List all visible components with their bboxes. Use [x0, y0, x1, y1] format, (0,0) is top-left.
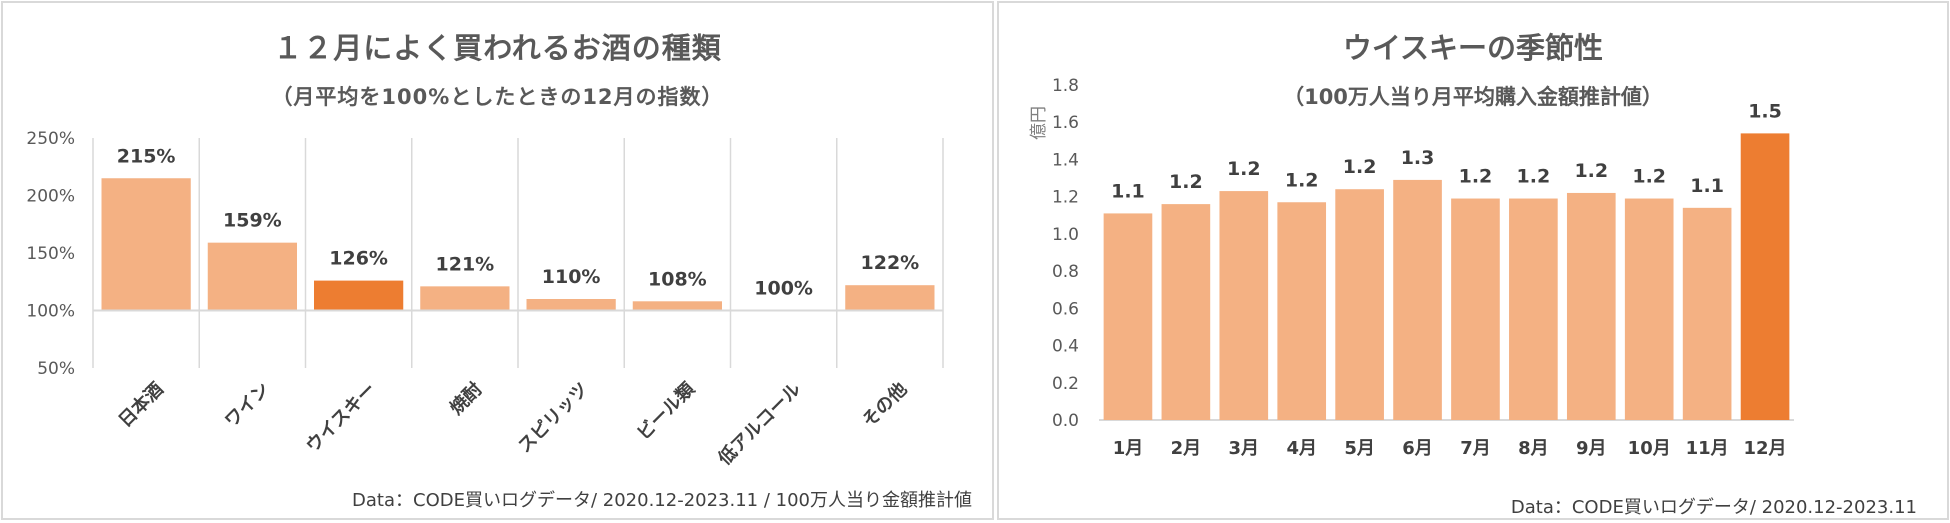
data-label: 1.2 — [1343, 156, 1377, 178]
bar — [1393, 179, 1442, 420]
data-label: 159% — [223, 210, 282, 232]
y-tick-label: 1.4 — [1052, 150, 1079, 170]
chart-panel-monthly: ウイスキーの季節性 （100万人当り月平均購入金額推計値） 0.0 0.2 0.4 0… — [997, 1, 1949, 520]
data-label: 1.5 — [1748, 100, 1782, 122]
bar — [314, 280, 404, 311]
data-label: 1.3 — [1401, 147, 1435, 169]
category-label: ビール類 — [633, 378, 699, 444]
data-label: 1.2 — [1632, 166, 1666, 188]
category-label: 10月 — [1628, 438, 1671, 459]
data-label: 215% — [117, 145, 176, 167]
bar — [526, 299, 616, 311]
bar — [1566, 192, 1616, 420]
category-label: その他 — [858, 378, 912, 432]
category-label: 4月 — [1286, 438, 1317, 459]
bar — [1624, 198, 1674, 420]
data-label: 1.1 — [1690, 175, 1724, 197]
y-tick-label: 100% — [26, 302, 75, 322]
data-label: 110% — [542, 266, 601, 288]
data-label: 1.2 — [1169, 171, 1203, 193]
data-source-note: Data：CODE買いログデータ/ 2020.12-2023.11 — [1510, 497, 1917, 518]
y-tick-label: 1.8 — [1052, 76, 1079, 96]
category-label: 6月 — [1402, 438, 1433, 459]
monthly-bar-chart: 0.0 0.2 0.4 0.6 0.8 1.0 1.2 1.4 1.6 1.8億円 1.1 1月 1.2… — [1029, 76, 1794, 459]
category-label: 1月 — [1113, 438, 1144, 459]
bar — [1509, 198, 1558, 420]
y-tick-label: 1.2 — [1052, 188, 1079, 208]
bar — [1219, 191, 1269, 420]
data-label: 122% — [861, 252, 920, 274]
y-tick-label: 0.0 — [1052, 411, 1079, 431]
category-label: 低アルコール — [713, 378, 805, 470]
category-label: 焼酎 — [445, 378, 486, 419]
data-label: 1.2 — [1285, 169, 1319, 191]
y-tick-label: 0.8 — [1052, 262, 1079, 282]
chart-title: １２月によく買われるお酒の種類 — [273, 31, 722, 65]
data-source-note: Data：CODE買いログデータ/ 2020.12-2023.11 / 100万… — [352, 490, 972, 511]
data-label: 1.1 — [1111, 180, 1145, 202]
data-label: 1.2 — [1574, 160, 1608, 182]
chart-subtitle: （月平均を100%としたときの12月の指数） — [271, 85, 724, 109]
data-label: 1.2 — [1227, 158, 1261, 180]
y-tick-label: 0.4 — [1052, 337, 1079, 357]
y-tick-label: 200% — [26, 187, 75, 207]
bar — [845, 285, 935, 311]
category-label: 7月 — [1460, 438, 1491, 459]
data-label: 1.2 — [1459, 166, 1493, 188]
y-tick-label: 0.2 — [1052, 374, 1079, 394]
y-tick-label: 0.6 — [1052, 299, 1079, 319]
category-label: ウイスキー — [302, 379, 380, 457]
data-label: 1.2 — [1517, 166, 1551, 188]
category-label: 8月 — [1518, 438, 1549, 459]
y-tick-label: 1.6 — [1052, 113, 1079, 133]
category-label: 11月 — [1686, 438, 1729, 459]
chart-subtitle: （100万人当り月平均購入金額推計値） — [1283, 85, 1663, 109]
bar — [1161, 204, 1211, 420]
bar — [1103, 213, 1153, 420]
bar — [101, 178, 191, 311]
bar — [207, 242, 297, 311]
bar — [1277, 202, 1327, 420]
bar — [632, 301, 722, 311]
chart-title: ウイスキーの季節性 — [1342, 31, 1604, 65]
category-label: 9月 — [1576, 438, 1607, 459]
y-axis-unit: 億円 — [1029, 106, 1049, 140]
category-label: 5月 — [1344, 438, 1375, 459]
category-label: 3月 — [1229, 438, 1260, 459]
data-label: 121% — [436, 253, 495, 275]
data-label: 100% — [754, 278, 813, 300]
category-label: スピリッツ — [514, 379, 592, 457]
bar — [1740, 133, 1790, 420]
data-label: 126% — [329, 248, 388, 270]
category-label: 12月 — [1744, 438, 1787, 459]
category-label: 2月 — [1171, 438, 1202, 459]
chart-panel-index: １２月によく買われるお酒の種類 （月平均を100%としたときの12月の指数） 5… — [1, 1, 994, 520]
y-tick-label: 1.0 — [1052, 225, 1079, 245]
bar — [1335, 189, 1384, 420]
index-bar-chart: 50% 100% 150% 200% 250% 215% 日本酒 159% ワイン 126% ウイス… — [26, 129, 944, 470]
y-tick-label: 150% — [26, 244, 75, 264]
category-label: ワイン — [221, 379, 274, 432]
y-tick-label: 250% — [26, 129, 75, 149]
bar — [420, 286, 510, 311]
data-label: 108% — [648, 268, 707, 290]
bar — [1682, 207, 1732, 420]
y-tick-label: 50% — [37, 359, 75, 379]
category-label: 日本酒 — [114, 378, 168, 432]
bar — [1451, 198, 1500, 420]
